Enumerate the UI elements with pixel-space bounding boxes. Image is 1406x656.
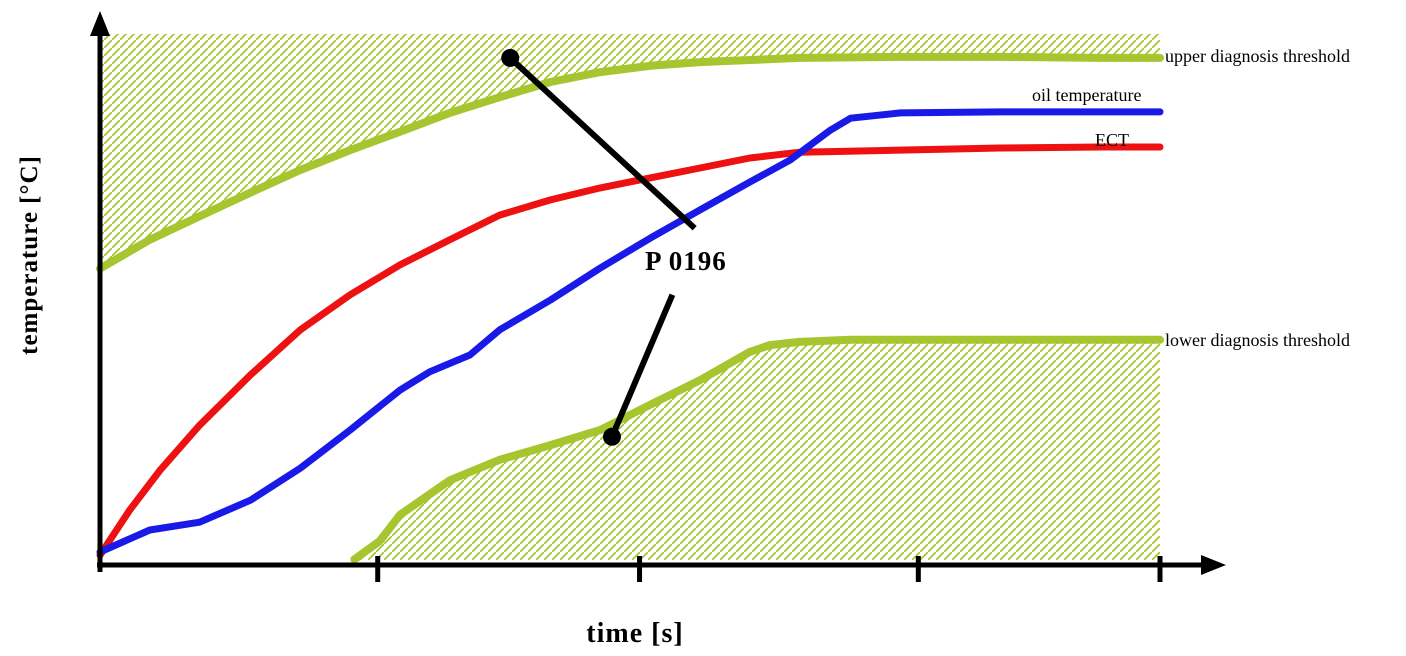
legend-lower-threshold: lower diagnosis threshold <box>1165 330 1350 350</box>
series-line-upper-threshold <box>96 52 1164 273</box>
annotation-line-2 <box>609 293 676 438</box>
series-line-ect <box>96 143 1164 559</box>
annotation-dot-2 <box>602 427 621 446</box>
lower-hatch-area <box>354 339 1160 560</box>
series-line-oil-temperature <box>96 108 1164 556</box>
x-axis-arrow-icon <box>1201 555 1226 575</box>
x-axis-ticks <box>375 556 1163 582</box>
upper-hatch-area <box>100 34 1160 269</box>
y-axis-arrow-icon <box>90 11 110 36</box>
annotation-line-1 <box>508 55 697 231</box>
annotation-label: P 0196 <box>645 246 727 276</box>
y-axis-label: temperature [°C] <box>16 155 43 355</box>
legend-upper-threshold: upper diagnosis threshold <box>1165 46 1350 66</box>
legend-ect: ECT <box>1095 130 1129 150</box>
legend-oil-temperature: oil temperature <box>1032 85 1142 105</box>
x-axis-label: time [s] <box>586 618 684 649</box>
annotation-dot-1 <box>501 48 520 67</box>
axes <box>97 30 1205 572</box>
series-line-lower-threshold <box>350 335 1164 564</box>
